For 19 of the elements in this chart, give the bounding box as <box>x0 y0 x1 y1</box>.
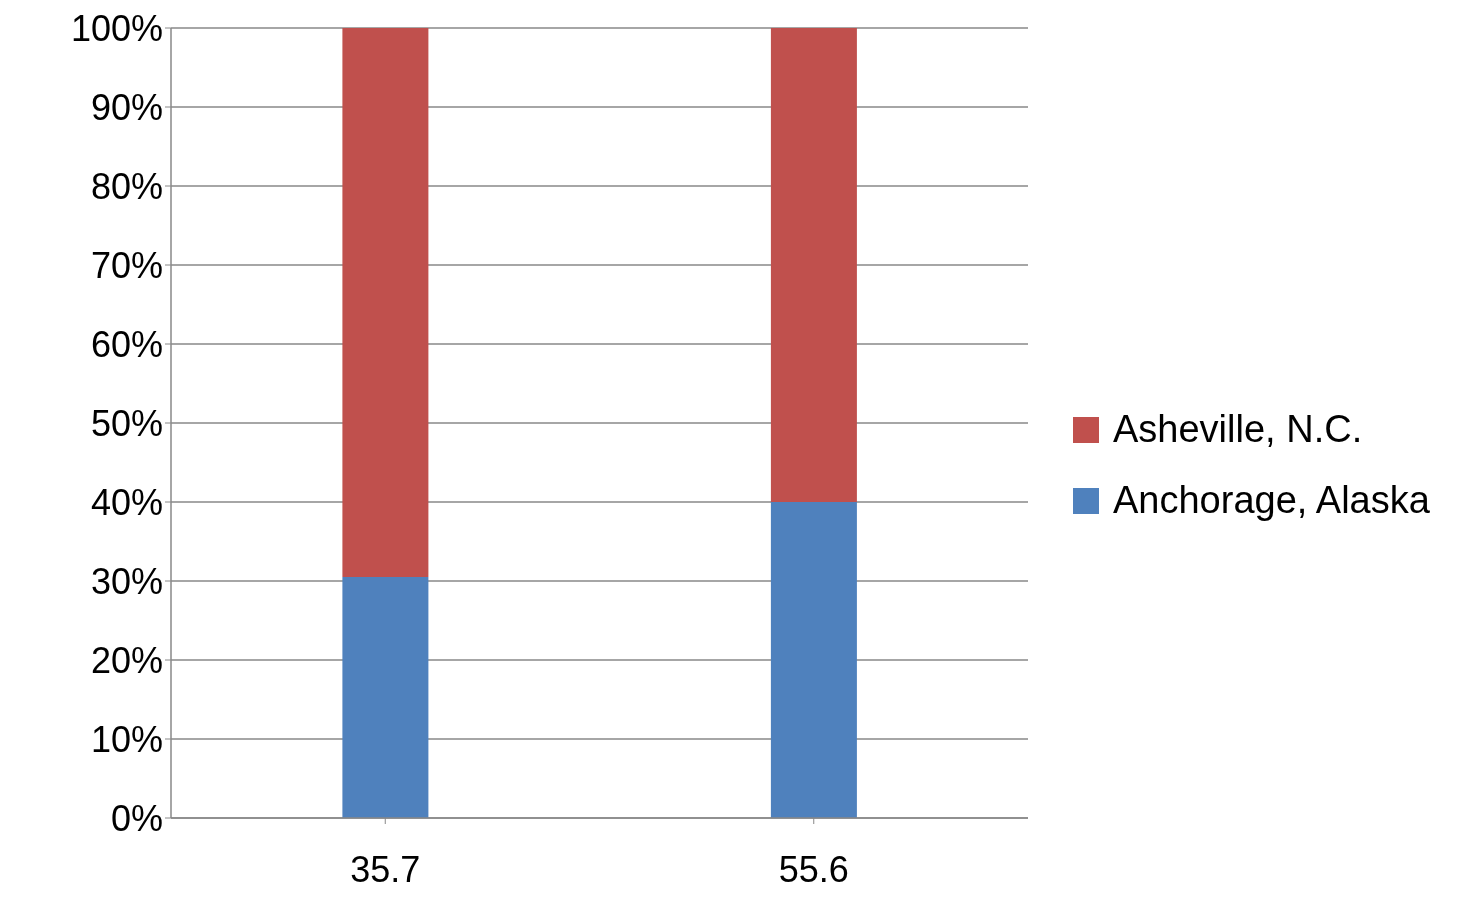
y-tick-label: 90% <box>90 86 163 128</box>
legend-label: Asheville, N.C. <box>1113 408 1363 451</box>
y-tick-label: 0% <box>110 797 163 839</box>
y-tick-label: 10% <box>90 718 163 760</box>
y-tick-label: 40% <box>90 481 163 523</box>
bar <box>342 28 429 578</box>
y-tick-label: 100% <box>70 7 163 49</box>
y-tick-label: 80% <box>90 165 163 207</box>
bar <box>770 28 857 502</box>
bar <box>342 577 429 818</box>
x-tick-label: 55.6 <box>778 848 849 890</box>
y-tick-label: 70% <box>90 244 163 286</box>
legend-label: Anchorage, Alaska <box>1113 479 1430 522</box>
y-tick-label: 20% <box>90 639 163 681</box>
y-tick-label: 50% <box>90 402 163 444</box>
bar <box>770 502 857 818</box>
x-tick-label: 35.7 <box>350 848 421 890</box>
y-tick-label: 60% <box>90 323 163 365</box>
y-tick-label: 30% <box>90 560 163 602</box>
